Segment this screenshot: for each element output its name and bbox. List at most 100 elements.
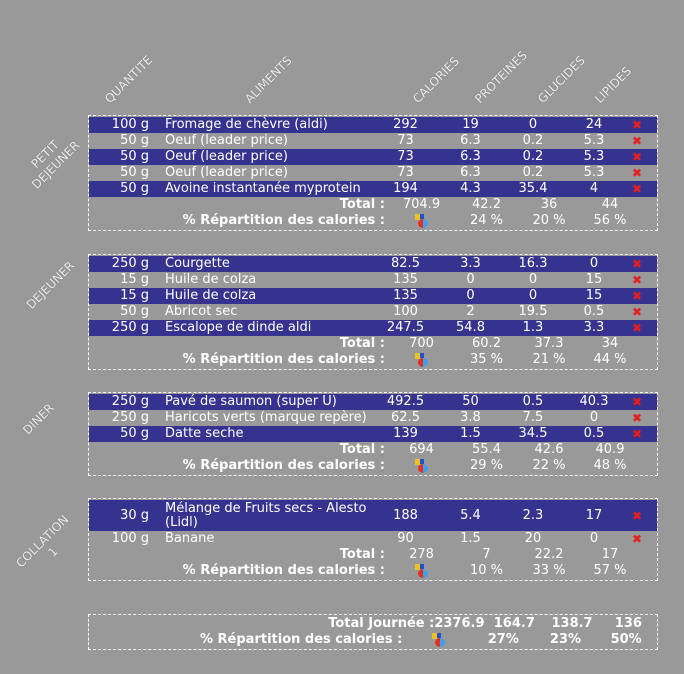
- total-glucides: 36: [540, 197, 558, 212]
- lipides: 40.3: [579, 394, 609, 409]
- day-pie-chart-icon[interactable]: [406, 632, 471, 648]
- proteines: 0: [466, 288, 475, 303]
- food-name[interactable]: Oeuf (leader price): [165, 149, 288, 164]
- lipides: 0.5: [583, 426, 605, 441]
- delete-icon[interactable]: ✖: [631, 134, 643, 148]
- delete-icon[interactable]: ✖: [631, 305, 643, 319]
- meal-section: 30 g Mélange de Fruits secs - Alesto (Lid…: [88, 498, 658, 581]
- quantity: 15 g: [120, 288, 149, 303]
- food-name[interactable]: Banane: [165, 531, 215, 546]
- day-repartition-label: % Répartition des calories :: [200, 632, 403, 647]
- food-name[interactable]: Escalope de dinde aldi: [165, 320, 312, 335]
- calories: 100: [393, 304, 418, 319]
- delete-icon[interactable]: ✖: [631, 257, 643, 271]
- pie-chart-icon[interactable]: [389, 458, 454, 474]
- proteines: 1.5: [460, 426, 481, 441]
- lipides: 0: [589, 531, 599, 546]
- header-glucides: GLUCIDES: [535, 53, 588, 106]
- total-label: Total :: [339, 336, 385, 351]
- lipides: 17: [585, 507, 603, 523]
- meal-section: 100 g Fromage de chèvre (aldi) 292 19 0 24 ✖ 50…: [88, 115, 658, 231]
- food-name[interactable]: Datte seche: [165, 426, 244, 441]
- repartition-label: % Répartition des calories :: [182, 213, 385, 228]
- quantity: 50 g: [120, 181, 149, 196]
- total-label: Total :: [339, 547, 385, 562]
- pie-chart-icon[interactable]: [389, 352, 454, 368]
- pie-chart-icon[interactable]: [389, 213, 454, 229]
- calories: 73: [397, 165, 414, 180]
- quantity: 250 g: [111, 256, 149, 271]
- repartition-label: % Répartition des calories :: [182, 563, 385, 578]
- delete-icon[interactable]: ✖: [631, 532, 643, 546]
- meal-section: 250 g Courgette 82.5 3.3 16.3 0 ✖ 15 g Huile de …: [88, 254, 658, 370]
- lipides: 24: [585, 117, 603, 132]
- food-name[interactable]: Huile de colza: [165, 288, 257, 303]
- header-proteines: PROTEINES: [472, 48, 530, 106]
- food-name[interactable]: Mélange de Fruits secs - Alesto (Lidl): [165, 500, 367, 530]
- repartition-row: % Répartition des calories : 29 % 22 % 48 %: [89, 458, 657, 474]
- quantity: 50 g: [120, 133, 149, 148]
- delete-icon[interactable]: ✖: [631, 321, 643, 335]
- rep-proteines: 35 %: [469, 352, 504, 367]
- total-lipides: 44: [601, 197, 619, 212]
- total-proteines: 7: [482, 547, 491, 562]
- delete-icon[interactable]: ✖: [631, 273, 643, 287]
- delete-icon[interactable]: ✖: [631, 182, 643, 196]
- glucides: 0.2: [522, 133, 544, 148]
- food-row: 250 g Pavé de saumon (super U) 492.5 50 0.5 4…: [89, 394, 657, 410]
- food-name[interactable]: Huile de colza: [165, 272, 257, 287]
- proteines: 4.3: [460, 181, 481, 196]
- delete-icon[interactable]: ✖: [631, 150, 643, 164]
- header-calories: CALORIES: [410, 54, 462, 106]
- proteines: 50: [462, 394, 479, 409]
- calories: 292: [393, 117, 418, 132]
- total-lipides: 34: [601, 336, 619, 351]
- lipides: 0.5: [583, 304, 605, 319]
- proteines: 6.3: [460, 165, 481, 180]
- delete-icon[interactable]: ✖: [631, 411, 643, 425]
- repartition-row: % Répartition des calories : 35 % 21 % 44 %: [89, 352, 657, 368]
- food-name[interactable]: Haricots verts (marque repère): [165, 410, 367, 425]
- proteines: 1.5: [460, 531, 481, 546]
- repartition-label: % Répartition des calories :: [182, 458, 385, 473]
- calories: 247.5: [386, 320, 425, 335]
- glucides: 35.4: [518, 181, 548, 196]
- day-total-glucides: 138.7: [551, 616, 593, 631]
- food-row: 50 g Avoine instantanée myprotein 194 4.3 35…: [89, 181, 657, 197]
- total-lipides: 17: [601, 547, 619, 562]
- food-name[interactable]: Abricot sec: [165, 304, 238, 319]
- food-name[interactable]: Avoine instantanée myprotein: [165, 181, 361, 196]
- delete-icon[interactable]: ✖: [631, 166, 643, 180]
- rep-proteines: 10 %: [469, 563, 504, 578]
- glucides: 16.3: [518, 256, 548, 271]
- total-calories: 278: [409, 547, 434, 562]
- proteines: 19: [462, 117, 479, 132]
- day-rep-proteines: 27%: [487, 632, 519, 647]
- pie-chart-icon[interactable]: [389, 563, 454, 579]
- day-total-box: Total Journée : 2376.9 164.7 138.7 136 %…: [88, 614, 658, 650]
- food-name[interactable]: Pavé de saumon (super U): [165, 394, 337, 409]
- food-row: 15 g Huile de colza 135 0 0 15 ✖: [89, 272, 657, 288]
- food-name[interactable]: Courgette: [165, 256, 230, 271]
- delete-icon[interactable]: ✖: [631, 289, 643, 303]
- food-row: 30 g Mélange de Fruits secs - Alesto (Lid…: [89, 500, 657, 531]
- glucides: 0: [528, 288, 538, 303]
- proteines: 5.4: [460, 507, 481, 523]
- header-lipides: LIPIDES: [592, 63, 635, 106]
- food-name[interactable]: Oeuf (leader price): [165, 133, 288, 148]
- delete-icon[interactable]: ✖: [631, 395, 643, 409]
- food-row: 50 g Oeuf (leader price) 73 6.3 0.2 5.3 ✖: [89, 165, 657, 181]
- delete-icon[interactable]: ✖: [631, 118, 643, 132]
- delete-icon[interactable]: ✖: [631, 508, 643, 523]
- food-name[interactable]: Oeuf (leader price): [165, 165, 288, 180]
- food-name[interactable]: Fromage de chèvre (aldi): [165, 117, 328, 132]
- calories: 135: [393, 288, 418, 303]
- total-proteines: 60.2: [472, 336, 501, 351]
- lipides: 5.3: [583, 149, 605, 164]
- total-calories: 700: [409, 336, 434, 351]
- delete-icon[interactable]: ✖: [631, 427, 643, 441]
- calories: 82.5: [391, 256, 420, 271]
- lipides: 4: [589, 181, 599, 196]
- glucides: 19.5: [518, 304, 548, 319]
- section-label: PETIT DEJEUNER: [18, 128, 83, 193]
